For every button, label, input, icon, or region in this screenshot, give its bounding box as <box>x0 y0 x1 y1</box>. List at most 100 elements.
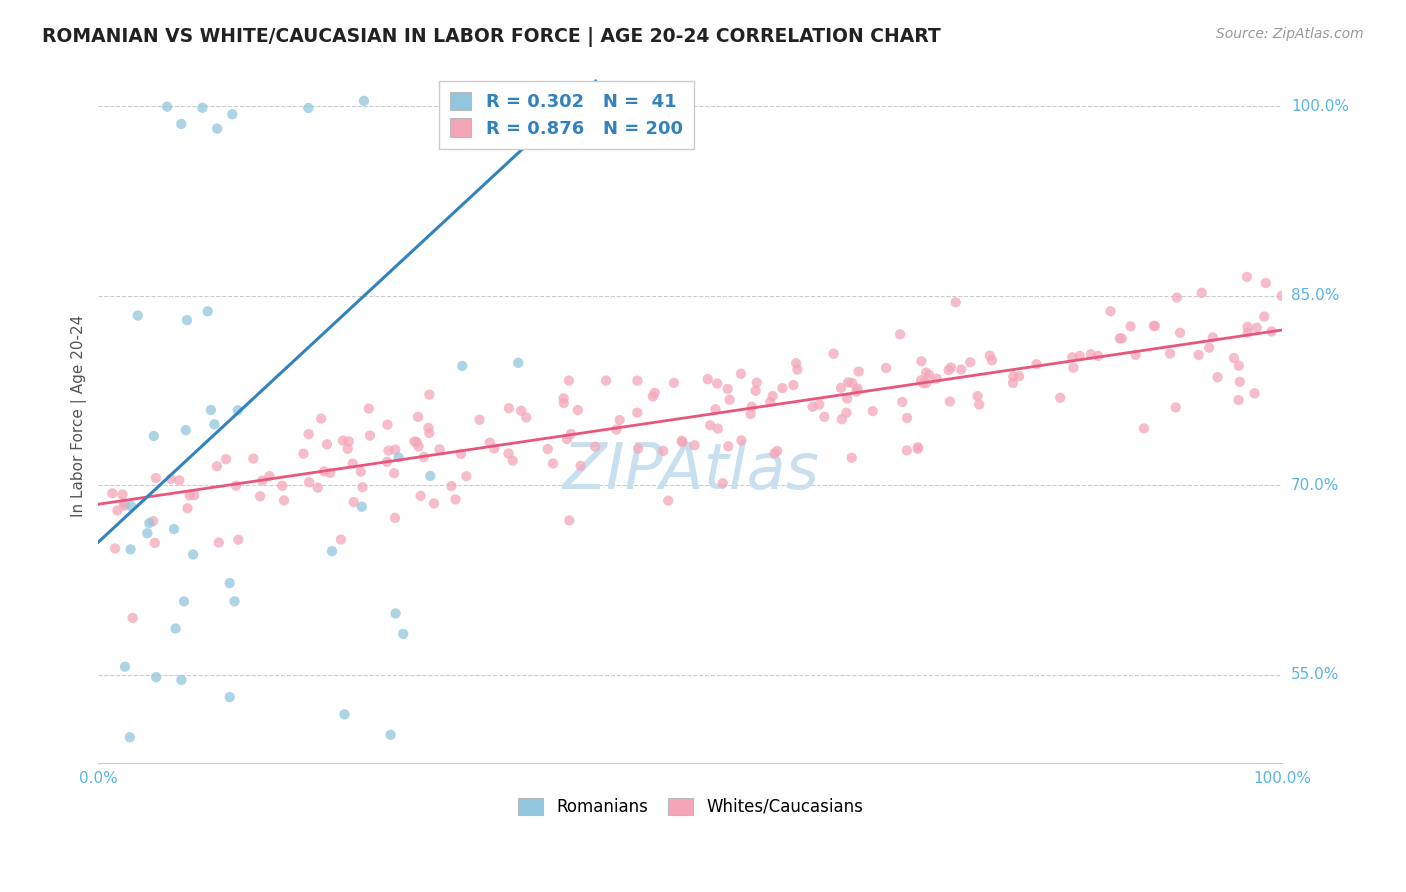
Point <box>418 421 440 435</box>
Point <box>744 384 766 398</box>
Point <box>1246 320 1268 334</box>
Point <box>841 376 863 390</box>
Point <box>1002 369 1025 384</box>
Point <box>314 464 336 478</box>
Point <box>745 376 768 390</box>
Point <box>641 390 664 404</box>
Point <box>183 488 205 502</box>
Point <box>912 376 935 390</box>
Point <box>169 473 191 487</box>
Point <box>343 495 366 509</box>
Point <box>226 403 249 417</box>
Point <box>558 374 581 388</box>
Point <box>896 411 918 425</box>
Point <box>1062 351 1084 365</box>
Point <box>813 409 835 424</box>
Point <box>502 454 524 468</box>
Point <box>966 389 988 403</box>
Point <box>250 474 273 488</box>
Point <box>419 469 441 483</box>
Point <box>627 442 650 456</box>
Point <box>307 481 329 495</box>
Point <box>143 536 166 550</box>
Point <box>762 389 785 403</box>
Point <box>1049 391 1071 405</box>
Point <box>1069 349 1091 363</box>
Point <box>1062 360 1084 375</box>
Point <box>555 432 578 446</box>
Point <box>910 354 932 368</box>
Text: 70.0%: 70.0% <box>1291 478 1339 492</box>
Point <box>176 313 198 327</box>
Point <box>896 443 918 458</box>
Point <box>423 496 446 510</box>
Point <box>107 503 129 517</box>
Point <box>384 442 406 457</box>
Point <box>163 522 186 536</box>
Point <box>1227 392 1250 407</box>
Point <box>766 444 789 458</box>
Point <box>846 381 869 395</box>
Point <box>823 347 845 361</box>
Point <box>950 362 973 376</box>
Text: 55.0%: 55.0% <box>1291 667 1339 682</box>
Point <box>741 400 763 414</box>
Point <box>409 489 432 503</box>
Point <box>1087 349 1109 363</box>
Point <box>1080 347 1102 361</box>
Point <box>1223 351 1246 365</box>
Point <box>249 489 271 503</box>
Point <box>342 457 364 471</box>
Point <box>1008 369 1031 384</box>
Point <box>583 440 606 454</box>
Point <box>127 309 149 323</box>
Point <box>104 541 127 556</box>
Point <box>763 446 786 460</box>
Point <box>101 486 124 500</box>
Point <box>242 451 264 466</box>
Point <box>706 376 728 391</box>
Point <box>329 533 352 547</box>
Point <box>1227 359 1250 373</box>
Point <box>652 444 675 458</box>
Point <box>1243 386 1265 401</box>
Point <box>333 707 356 722</box>
Point <box>298 475 321 490</box>
Point <box>118 731 141 745</box>
Point <box>112 496 135 510</box>
Point <box>730 434 752 448</box>
Point <box>218 690 240 704</box>
Point <box>208 535 231 549</box>
Point <box>915 376 938 391</box>
Point <box>1253 310 1275 324</box>
Point <box>1133 421 1156 435</box>
Point <box>273 493 295 508</box>
Point <box>831 412 853 426</box>
Point <box>478 435 501 450</box>
Point <box>945 295 967 310</box>
Point <box>696 372 718 386</box>
Point <box>375 455 398 469</box>
Point <box>225 479 247 493</box>
Point <box>1236 269 1258 284</box>
Point <box>271 479 294 493</box>
Point <box>830 381 852 395</box>
Point <box>444 492 467 507</box>
Point <box>357 401 380 416</box>
Point <box>837 392 859 406</box>
Point <box>1198 341 1220 355</box>
Point <box>221 107 243 121</box>
Point <box>156 100 179 114</box>
Point <box>1143 318 1166 333</box>
Point <box>297 427 319 442</box>
Point <box>484 442 506 456</box>
Point <box>145 670 167 684</box>
Text: ROMANIAN VS WHITE/CAUCASIAN IN LABOR FORCE | AGE 20-24 CORRELATION CHART: ROMANIAN VS WHITE/CAUCASIAN IN LABOR FOR… <box>42 27 941 46</box>
Point <box>173 594 195 608</box>
Point <box>683 438 706 452</box>
Point <box>657 493 679 508</box>
Point <box>384 607 406 621</box>
Point <box>440 479 463 493</box>
Point <box>377 417 399 432</box>
Point <box>377 443 399 458</box>
